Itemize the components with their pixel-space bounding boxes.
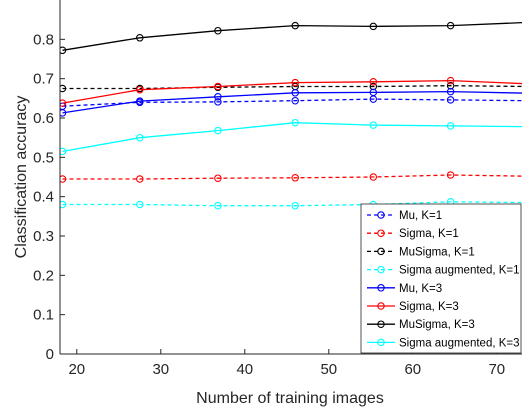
legend-swatch-marker — [377, 284, 385, 292]
x-tick-label: 20 — [68, 361, 85, 378]
legend-label: Sigma augmented, K=3 — [399, 337, 520, 349]
legend-swatch-marker — [377, 320, 385, 328]
data-point — [291, 201, 299, 210]
data-point — [369, 78, 378, 86]
series-line — [62, 85, 522, 90]
x-tick-label: 50 — [320, 361, 337, 378]
data-point — [60, 46, 67, 55]
y-tick-label: 0.4 — [33, 189, 54, 206]
legend-label: Mu, K=3 — [399, 283, 442, 295]
y-tick-label: 0.8 — [33, 31, 54, 48]
data-point — [214, 82, 222, 91]
legend-entry: Sigma, K=3 — [367, 301, 459, 313]
y-tick-label: 0.7 — [33, 71, 54, 88]
legend-label: Sigma, K=3 — [399, 301, 459, 313]
y-tick-label: 0.5 — [33, 149, 54, 166]
data-point — [214, 126, 222, 135]
series-line — [62, 174, 522, 180]
data-point — [136, 175, 144, 183]
y-tick-label: 0.3 — [33, 228, 54, 245]
data-point — [446, 96, 455, 104]
data-point — [214, 26, 222, 35]
series-layer — [60, 21, 522, 210]
data-point — [136, 133, 144, 142]
legend-entry: Mu, K=3 — [367, 283, 442, 295]
data-point — [291, 78, 299, 87]
series-2 — [60, 171, 522, 183]
series-line — [62, 122, 522, 153]
data-point — [60, 84, 67, 93]
legend: Mu, K=1 Sigma, K=1 MuSigma, K=1 Sigma augme… — [360, 203, 522, 354]
x-tick-label: 40 — [236, 361, 253, 378]
legend-swatch-marker — [377, 338, 385, 347]
data-point — [291, 118, 299, 127]
data-point — [291, 174, 299, 182]
legend-swatch-marker — [377, 211, 385, 219]
legend-entry: MuSigma, K=3 — [367, 319, 475, 331]
y-tick-label: 0.1 — [33, 307, 54, 324]
x-tick-label: 30 — [152, 361, 169, 378]
legend-label: MuSigma, K=3 — [399, 319, 475, 331]
data-point — [369, 22, 378, 31]
series-4 — [60, 198, 522, 210]
data-point — [60, 147, 67, 156]
data-point — [446, 76, 455, 85]
legend-entry: Sigma, K=1 — [367, 228, 459, 240]
series-line — [62, 21, 522, 51]
series-line — [62, 201, 522, 207]
legend-swatch-marker — [377, 247, 385, 256]
y-tick-label: 0.2 — [33, 267, 54, 284]
data-point — [136, 200, 144, 209]
legend-entry: Sigma augmented, K=3 — [367, 337, 520, 349]
data-point — [369, 121, 378, 129]
y-tick-label: 0 — [46, 346, 54, 363]
data-point — [136, 97, 144, 105]
data-point — [214, 98, 222, 106]
x-tick-label: 60 — [404, 361, 421, 378]
series-line — [62, 79, 522, 104]
data-point — [291, 21, 299, 30]
data-point — [446, 122, 455, 130]
legend-swatch-marker — [377, 302, 385, 310]
legend-label: MuSigma, K=1 — [399, 246, 475, 258]
data-point — [369, 173, 378, 181]
data-point — [446, 87, 455, 96]
data-point — [214, 174, 222, 182]
legend-box — [360, 203, 522, 354]
data-point — [369, 88, 378, 97]
data-point — [60, 99, 67, 107]
data-point — [136, 85, 144, 94]
legend-swatch-marker — [377, 265, 385, 274]
y-axis-label: Classification accuracy — [13, 96, 30, 259]
data-point — [291, 89, 299, 97]
series-line — [62, 90, 522, 114]
legend-label: Mu, K=1 — [399, 210, 442, 222]
data-point — [291, 96, 299, 105]
data-point — [60, 109, 67, 117]
series-line — [62, 98, 522, 107]
x-axis-label: Number of training images — [196, 390, 384, 407]
data-point — [214, 201, 222, 210]
legend-swatch-marker — [377, 229, 385, 237]
legend-label: Sigma, K=1 — [399, 228, 459, 240]
axes-layer: 20 30 40 50 60 70 0 0.1 0.2 0.3 0.4 0.5 0.6 0.7 0.8 — [33, 0, 522, 378]
series-5 — [60, 87, 522, 117]
x-tick-label: 70 — [488, 361, 505, 378]
data-point — [60, 175, 67, 183]
y-tick-label: 0.6 — [33, 110, 54, 127]
legend-entry: MuSigma, K=1 — [367, 246, 475, 258]
data-point — [446, 21, 455, 30]
legend-entry: Sigma augmented, K=1 — [367, 265, 520, 277]
data-point — [136, 34, 144, 42]
data-point — [446, 171, 455, 179]
legend-entry: Mu, K=1 — [367, 210, 442, 222]
data-point — [60, 200, 67, 209]
series-8 — [60, 118, 522, 156]
data-point — [214, 93, 222, 101]
legend-label: Sigma augmented, K=1 — [399, 265, 520, 277]
series-7 — [60, 21, 522, 55]
series-6 — [60, 76, 522, 107]
